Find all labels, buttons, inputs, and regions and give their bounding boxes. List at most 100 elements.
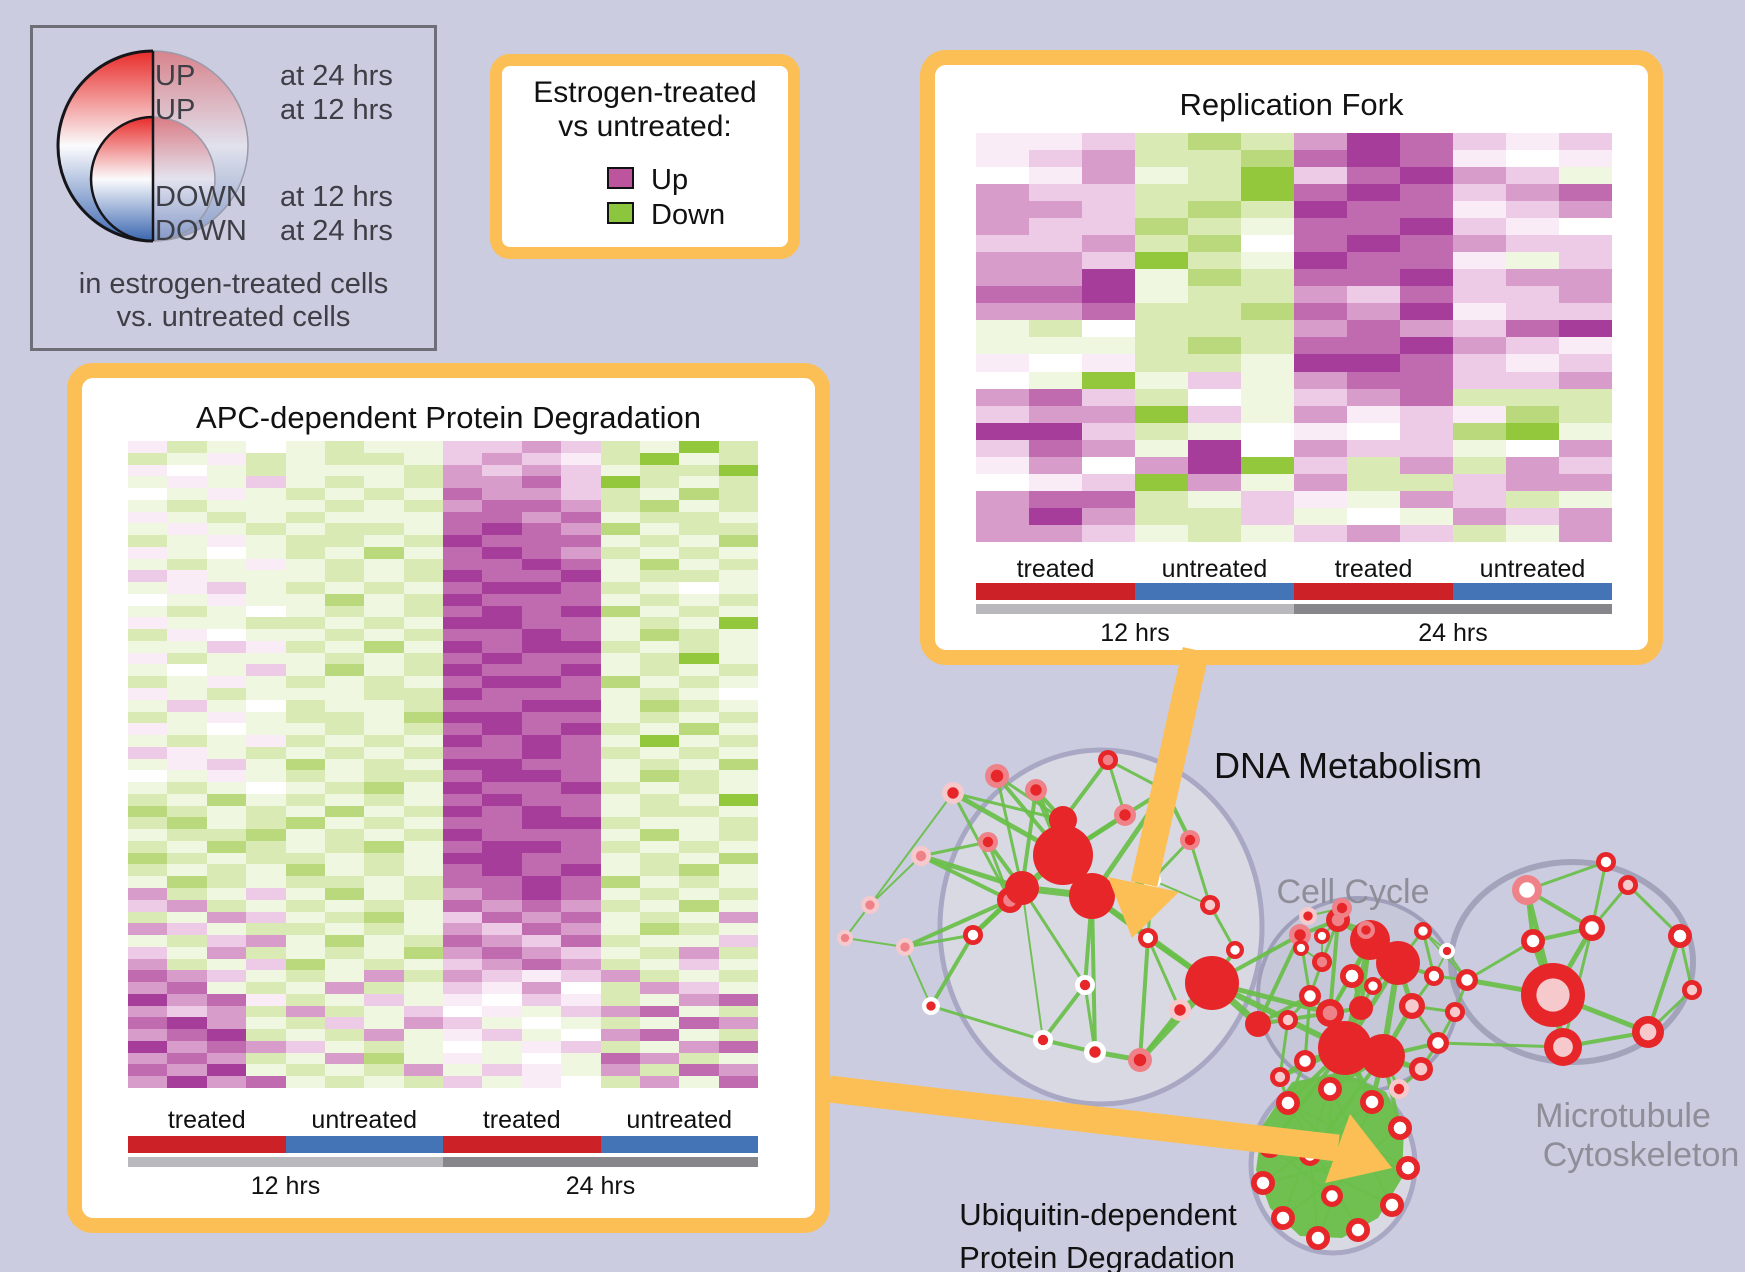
heatmap-cell — [1559, 303, 1612, 321]
heatmap-cell — [561, 1005, 601, 1018]
heatmap-cell — [521, 887, 562, 900]
heatmap-cell — [285, 452, 325, 465]
heatmap-cell — [364, 923, 404, 936]
heatmap-cell — [403, 1076, 443, 1088]
heatmap-cell — [679, 511, 719, 524]
heatmap-cell — [128, 441, 168, 453]
heatmap-cell — [167, 876, 207, 888]
heatmap-cell — [1559, 218, 1612, 236]
heatmap-cell — [285, 805, 325, 818]
heatmap-cell — [521, 535, 562, 547]
heatmap-cell — [128, 993, 168, 1006]
heatmap-cell — [639, 476, 680, 488]
heatmap-cell — [443, 723, 483, 736]
heatmap-cell — [285, 546, 325, 559]
heatmap-cell — [128, 1052, 168, 1065]
heatmap-cell — [128, 829, 168, 841]
heatmap-cell — [639, 829, 680, 841]
heatmap-cell — [128, 746, 168, 759]
heatmap-cell — [482, 570, 522, 583]
heatmap-cell — [1241, 439, 1294, 457]
heatmap-cell — [1294, 524, 1347, 542]
heatmap-cell — [403, 1052, 443, 1065]
heatmap-cell — [1294, 133, 1347, 151]
heatmap-cell — [285, 840, 325, 853]
heatmap-cell — [639, 723, 680, 736]
heatmap-cell — [246, 582, 286, 594]
heatmap-cell — [285, 499, 325, 512]
heatmap-cell — [324, 699, 365, 712]
heatmap-cell — [639, 1005, 680, 1018]
heatmap-cell — [718, 817, 758, 830]
heatmap-cell — [403, 935, 443, 947]
heatmap-cell — [1188, 150, 1241, 168]
group-label: treated — [1016, 555, 1095, 583]
heatmap-cell — [976, 252, 1029, 270]
heatmap-cell — [1400, 371, 1453, 389]
heatmap-cell — [679, 570, 719, 583]
heatmap-cell — [167, 911, 207, 924]
heatmap-cell — [246, 558, 286, 571]
heatmap-cell — [561, 441, 601, 453]
heatmap-cell — [246, 793, 286, 806]
heatmap-cell — [1029, 490, 1082, 508]
heatmap-cell — [1559, 507, 1612, 525]
heatmap-cell — [206, 441, 247, 453]
heatmap-cell — [285, 946, 325, 959]
heatmap-cell — [403, 488, 443, 500]
heatmap-cell — [324, 640, 365, 653]
heatmap-cell — [443, 652, 483, 665]
heatmap-cell — [482, 946, 522, 959]
heatmap-cell — [639, 546, 680, 559]
heatmap-cell — [600, 452, 640, 465]
heatmap-cell — [364, 593, 404, 606]
heatmap-cell — [482, 441, 522, 453]
heatmap-cell — [128, 911, 168, 924]
heatmap-cell — [285, 1052, 325, 1065]
replication-fork-panel: Replication Fork treated untreated treated… — [920, 50, 1663, 665]
heatmap-cell — [1241, 184, 1294, 202]
heatmap-cell — [482, 852, 522, 865]
heatmap-cell — [1294, 473, 1347, 491]
heatmap-cell — [639, 652, 680, 665]
heatmap-cell — [324, 441, 365, 453]
heatmap-cell — [679, 711, 719, 724]
heatmap-cell — [1241, 490, 1294, 508]
heatmap-cell — [561, 452, 601, 465]
heatmap-cell — [1029, 201, 1082, 219]
heatmap-cell — [482, 970, 522, 983]
heatmap-cell — [1188, 524, 1241, 542]
heatmap-cell — [1453, 439, 1506, 457]
heatmap-cell — [1029, 405, 1082, 423]
heatmap-cell — [1029, 354, 1082, 372]
heatmap-cell — [285, 876, 325, 888]
heatmap-cell — [482, 676, 522, 688]
heatmap-cell — [1294, 507, 1347, 525]
heatmap-cell — [976, 320, 1029, 338]
heatmap-cell — [167, 887, 207, 900]
heatmap-cell — [561, 923, 601, 936]
heatmap-cell — [521, 946, 562, 959]
heatmap-cell — [1135, 167, 1188, 185]
heatmap-cell — [561, 864, 601, 877]
heatmap-cell — [600, 699, 640, 712]
heatmap-cell — [718, 676, 758, 688]
heatmap-cell — [1241, 235, 1294, 253]
heatmap-cell — [246, 1017, 286, 1030]
heatmap-cell — [206, 829, 247, 841]
heatmap-cell — [1082, 439, 1135, 457]
heatmap-cell — [1082, 269, 1135, 287]
heatmap-cell — [1241, 422, 1294, 440]
heatmap-cell — [1559, 422, 1612, 440]
heatmap-cell — [206, 488, 247, 500]
heatmap-cell — [1400, 439, 1453, 457]
heatmap-cell — [285, 982, 325, 994]
heatmap-cell — [1082, 405, 1135, 423]
heatmap-cell — [128, 617, 168, 630]
heatmap-cell — [639, 970, 680, 983]
timepoint-labels: 12 hrs 24 hrs — [976, 619, 1612, 647]
heatmap-cell — [364, 511, 404, 524]
heatmap-cell — [1400, 473, 1453, 491]
heatmap-cell — [521, 1005, 562, 1018]
heatmap-cell — [561, 617, 601, 630]
